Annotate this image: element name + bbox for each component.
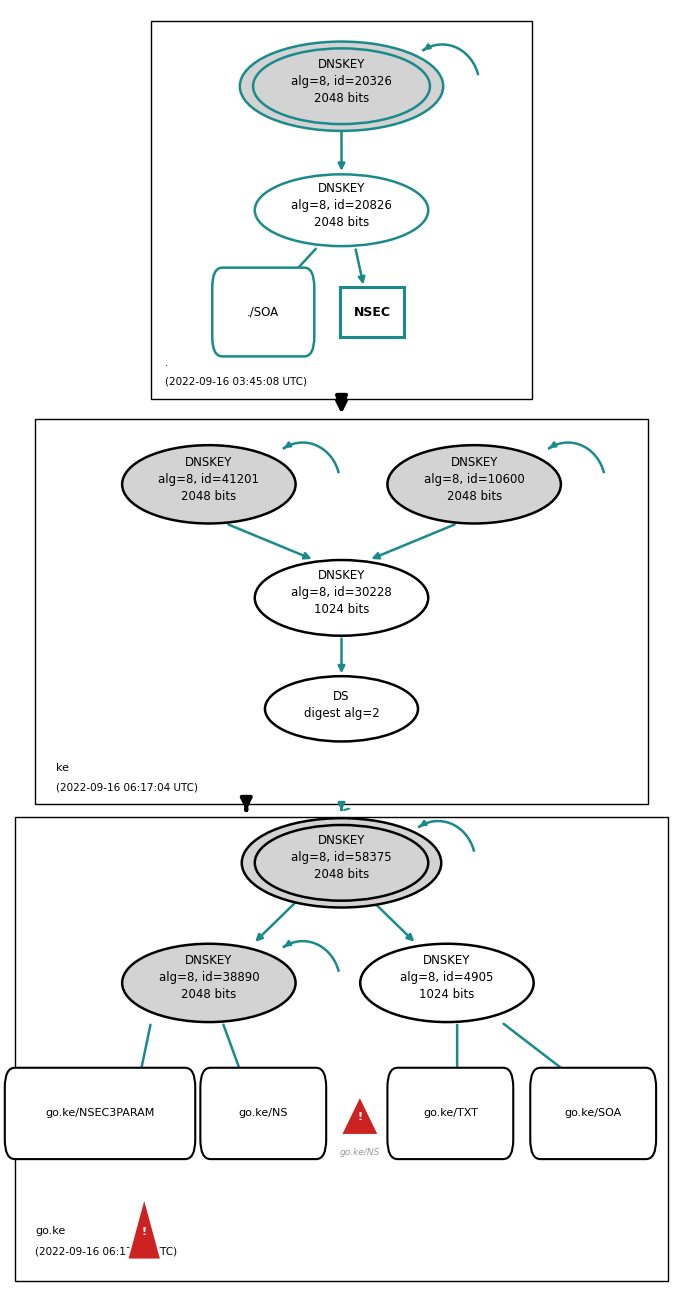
Text: (2022-09-16 03:45:08 UTC): (2022-09-16 03:45:08 UTC) xyxy=(165,377,307,386)
Text: DNSKEY
alg=8, id=30228
1024 bits: DNSKEY alg=8, id=30228 1024 bits xyxy=(291,569,392,616)
Text: ke: ke xyxy=(56,763,69,773)
Text: !: ! xyxy=(357,1112,363,1122)
Text: DNSKEY
alg=8, id=4905
1024 bits: DNSKEY alg=8, id=4905 1024 bits xyxy=(400,955,494,1001)
Text: DNSKEY
alg=8, id=20826
2048 bits: DNSKEY alg=8, id=20826 2048 bits xyxy=(291,182,392,229)
Text: go.ke: go.ke xyxy=(36,1226,66,1236)
Ellipse shape xyxy=(253,48,430,124)
FancyBboxPatch shape xyxy=(340,288,404,337)
FancyBboxPatch shape xyxy=(200,1067,326,1159)
Ellipse shape xyxy=(265,676,418,742)
Ellipse shape xyxy=(255,560,428,636)
Bar xyxy=(15,818,668,1281)
Ellipse shape xyxy=(360,944,533,1022)
Ellipse shape xyxy=(255,825,428,901)
Text: go.ke/TXT: go.ke/TXT xyxy=(423,1108,478,1118)
FancyBboxPatch shape xyxy=(530,1067,656,1159)
Text: DNSKEY
alg=8, id=10600
2048 bits: DNSKEY alg=8, id=10600 2048 bits xyxy=(423,455,525,502)
Text: go.ke/NS: go.ke/NS xyxy=(238,1108,288,1118)
Bar xyxy=(36,419,647,804)
Text: !: ! xyxy=(141,1227,147,1237)
Ellipse shape xyxy=(122,944,296,1022)
Text: go.ke/NSEC3PARAM: go.ke/NSEC3PARAM xyxy=(45,1108,155,1118)
Ellipse shape xyxy=(122,445,296,523)
Text: DNSKEY
alg=8, id=38890
2048 bits: DNSKEY alg=8, id=38890 2048 bits xyxy=(158,955,259,1001)
Text: NSEC: NSEC xyxy=(354,306,391,319)
FancyBboxPatch shape xyxy=(387,1067,513,1159)
Polygon shape xyxy=(341,1096,379,1135)
Ellipse shape xyxy=(240,42,443,131)
Text: (2022-09-16 06:17:04 UTC): (2022-09-16 06:17:04 UTC) xyxy=(56,782,198,793)
Ellipse shape xyxy=(242,819,441,908)
Ellipse shape xyxy=(255,174,428,246)
Text: (2022-09-16 06:17:43 UTC): (2022-09-16 06:17:43 UTC) xyxy=(36,1247,178,1257)
Ellipse shape xyxy=(387,445,561,523)
Bar xyxy=(151,21,532,399)
Polygon shape xyxy=(127,1197,161,1260)
FancyBboxPatch shape xyxy=(5,1067,195,1159)
Text: ./SOA: ./SOA xyxy=(247,306,279,319)
Text: go.ke/SOA: go.ke/SOA xyxy=(565,1108,622,1118)
Text: .: . xyxy=(165,358,168,368)
Text: DNSKEY
alg=8, id=20326
2048 bits: DNSKEY alg=8, id=20326 2048 bits xyxy=(291,58,392,105)
Text: go.ke/NS: go.ke/NS xyxy=(339,1148,380,1158)
FancyBboxPatch shape xyxy=(212,268,314,356)
Text: DNSKEY
alg=8, id=58375
2048 bits: DNSKEY alg=8, id=58375 2048 bits xyxy=(291,835,392,882)
Text: DNSKEY
alg=8, id=41201
2048 bits: DNSKEY alg=8, id=41201 2048 bits xyxy=(158,455,260,502)
Text: DS
digest alg=2: DS digest alg=2 xyxy=(304,689,379,719)
